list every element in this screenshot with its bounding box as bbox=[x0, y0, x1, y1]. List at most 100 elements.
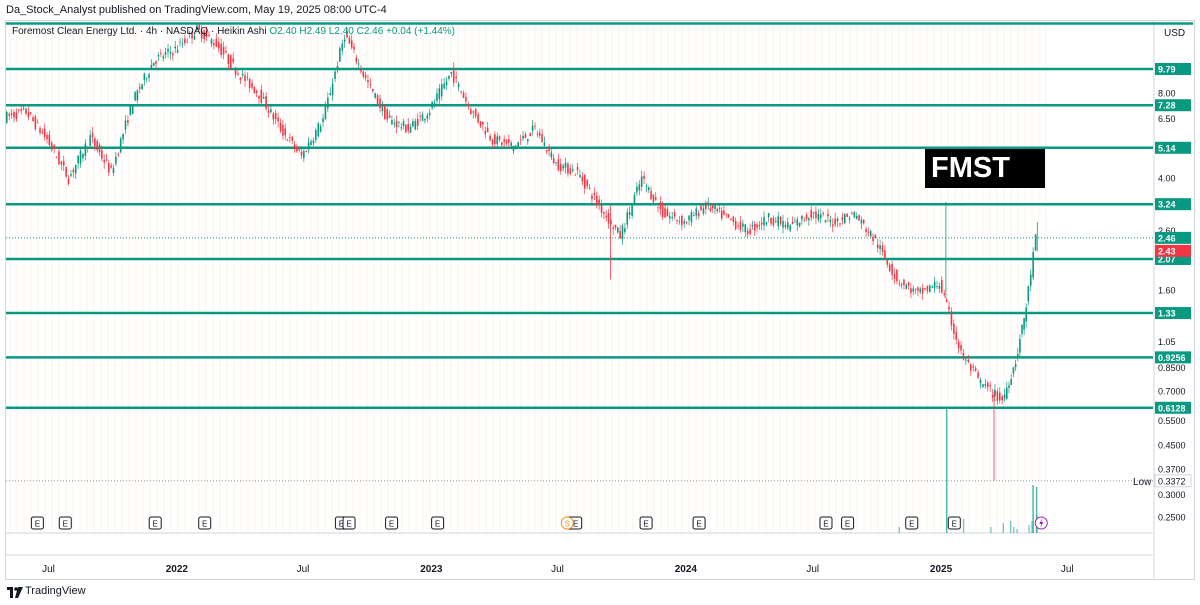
candle-body bbox=[36, 122, 39, 124]
candle-body bbox=[484, 130, 487, 134]
candle-body bbox=[210, 39, 213, 44]
y-tick-label: 0.3000 bbox=[1158, 490, 1186, 500]
earnings-marker bbox=[30, 516, 44, 530]
candle-body bbox=[58, 151, 60, 165]
low-tag-label: 0.3372 bbox=[1158, 476, 1186, 486]
candle-body bbox=[640, 176, 643, 187]
y-tick-label: 8.00 bbox=[1158, 89, 1176, 99]
candle-body bbox=[129, 105, 132, 115]
earnings-marker-label: E bbox=[346, 520, 351, 529]
candle-body bbox=[683, 221, 686, 224]
candle-body bbox=[119, 138, 122, 153]
candle-body bbox=[633, 195, 636, 206]
candle-body bbox=[196, 25, 198, 30]
candle-body bbox=[18, 109, 20, 111]
candle-body bbox=[739, 221, 742, 231]
candle-body bbox=[6, 111, 8, 123]
candle-body bbox=[1012, 367, 1015, 374]
candle-body bbox=[379, 98, 381, 108]
candle-body bbox=[1005, 387, 1008, 399]
candle-body bbox=[248, 78, 251, 88]
candle-body bbox=[524, 134, 527, 139]
candle-body bbox=[1010, 379, 1013, 385]
candle-body bbox=[714, 205, 716, 209]
candle-body bbox=[491, 139, 494, 145]
candle-body bbox=[567, 163, 569, 174]
candle-body bbox=[376, 95, 379, 105]
symbol-name: Foremost Clean Energy Ltd. · 4h · NASDAQ… bbox=[12, 26, 267, 37]
candle-body bbox=[994, 389, 996, 396]
candle-body bbox=[695, 208, 698, 216]
candle-body bbox=[39, 128, 41, 133]
candle-body bbox=[143, 73, 146, 80]
candle-body bbox=[367, 80, 369, 83]
candle-body bbox=[867, 231, 870, 233]
publisher-bar: Da_Stock_Analyst published on TradingVie… bbox=[0, 0, 1200, 20]
price-tag-close bbox=[1155, 231, 1191, 244]
candle-body bbox=[329, 93, 332, 96]
y-tick-label: 0.2500 bbox=[1158, 512, 1186, 522]
candle-body bbox=[72, 169, 75, 173]
candle-body bbox=[583, 174, 586, 189]
candle-body bbox=[836, 218, 839, 222]
candle-body bbox=[46, 134, 48, 140]
earnings-marker-label: E bbox=[573, 520, 578, 529]
candle-body bbox=[433, 102, 436, 106]
candle-body bbox=[730, 218, 732, 220]
candle-body bbox=[598, 199, 600, 206]
candle-body bbox=[770, 217, 772, 224]
candle-body bbox=[445, 81, 448, 86]
lightning-icon bbox=[1039, 518, 1044, 528]
x-tick-label: Jul bbox=[806, 564, 819, 575]
candle-body bbox=[426, 115, 429, 119]
currency-label[interactable]: USD bbox=[1164, 28, 1186, 39]
candle-body bbox=[237, 73, 239, 75]
candle-body bbox=[579, 174, 581, 178]
candle-body bbox=[341, 43, 344, 51]
tradingview-brand: TradingView bbox=[25, 585, 86, 597]
candle-body bbox=[34, 116, 37, 130]
candle-body bbox=[798, 222, 801, 227]
level-tag bbox=[1155, 63, 1191, 76]
x-tick-label: Jul bbox=[297, 564, 310, 575]
y-tick-label: 0.3700 bbox=[1158, 464, 1186, 474]
candle-body bbox=[179, 41, 181, 43]
candle-body bbox=[152, 62, 155, 66]
candle-body bbox=[758, 225, 761, 227]
candle-body bbox=[241, 73, 244, 76]
candle-body bbox=[1014, 363, 1017, 368]
candle-body bbox=[131, 105, 134, 115]
candle-body bbox=[744, 224, 747, 233]
candle-body bbox=[858, 215, 860, 221]
candle-body bbox=[812, 212, 815, 214]
candle-body bbox=[232, 58, 234, 63]
candle-body bbox=[440, 84, 443, 97]
candle-body bbox=[336, 66, 339, 69]
y-tick-label: 0.4500 bbox=[1158, 441, 1186, 451]
candle-body bbox=[255, 90, 258, 94]
earnings-marker-label: E bbox=[823, 520, 828, 529]
price-tag-open-label: 2.43 bbox=[1158, 246, 1176, 256]
level-tag bbox=[1155, 401, 1191, 414]
candle-body bbox=[787, 222, 789, 228]
candle-body bbox=[953, 323, 955, 334]
level-tag-label: 2.07 bbox=[1158, 254, 1176, 264]
candle-body bbox=[519, 139, 522, 141]
candle-body bbox=[388, 115, 391, 118]
candle-body bbox=[108, 163, 110, 173]
candle-body bbox=[253, 86, 256, 94]
candle-body bbox=[48, 134, 51, 145]
candle-body bbox=[55, 157, 58, 158]
candle-body bbox=[723, 210, 725, 215]
candle-body bbox=[43, 128, 46, 137]
candle-body bbox=[591, 195, 593, 200]
candle-body bbox=[512, 145, 515, 151]
candle-body bbox=[581, 176, 584, 182]
candle-body bbox=[284, 128, 287, 136]
candle-body bbox=[124, 120, 127, 130]
candle-body bbox=[903, 279, 905, 286]
earnings-marker-label: E bbox=[35, 520, 40, 529]
candle-body bbox=[571, 169, 574, 171]
candle-body bbox=[386, 109, 388, 120]
